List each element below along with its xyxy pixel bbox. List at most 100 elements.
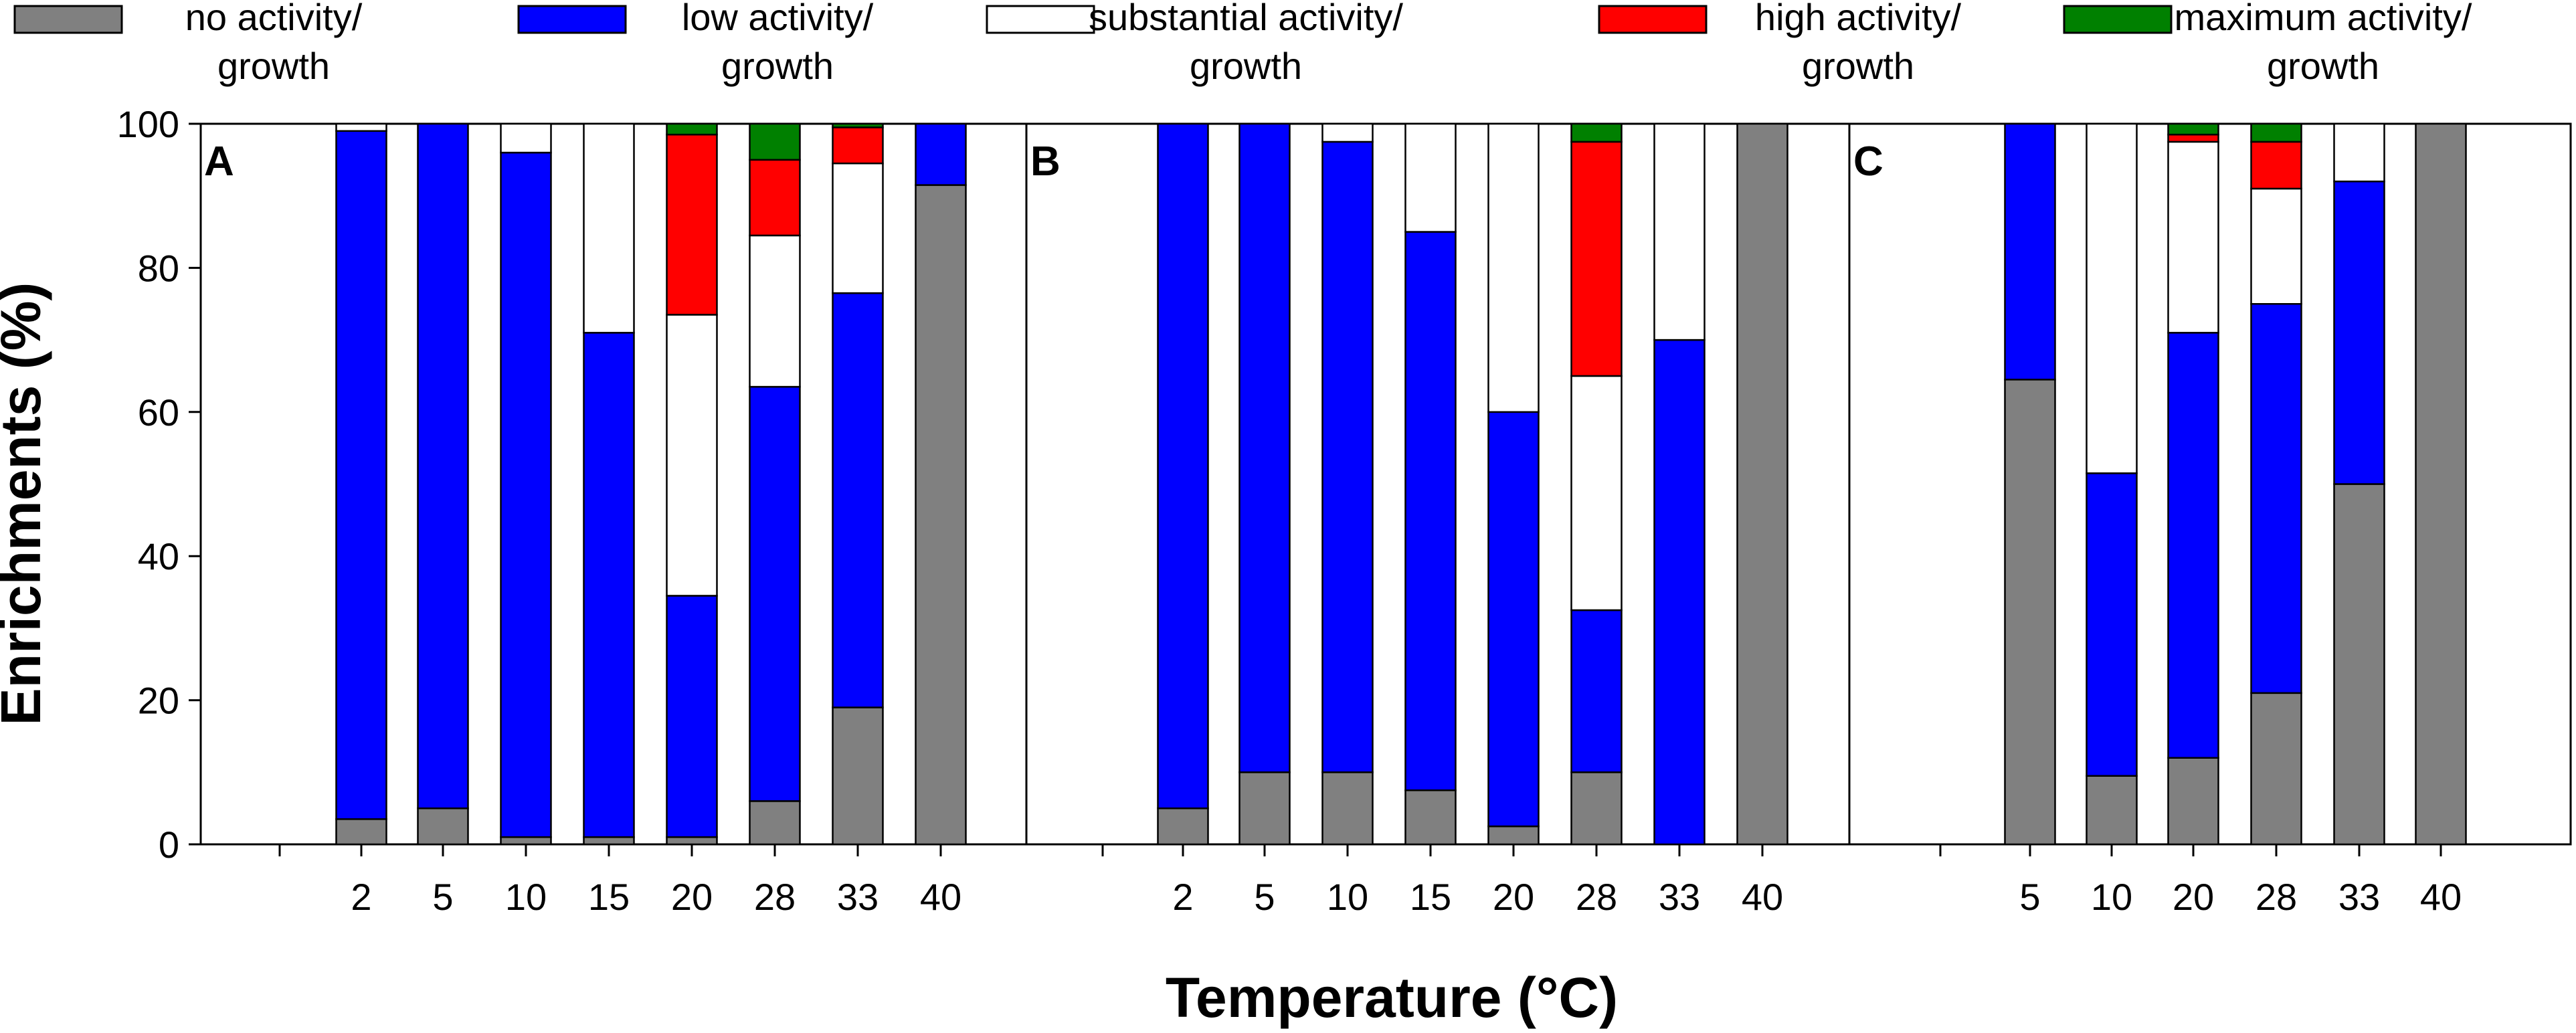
legend-item-no: no activity/growth — [13, 0, 363, 87]
bar-segment-substantial — [1570, 375, 1623, 612]
bar-segment-substantial — [666, 314, 718, 597]
legend-swatch-high — [1598, 5, 1708, 34]
bar-segment-low — [832, 292, 884, 709]
x-tick-label: 40 — [2420, 876, 2462, 918]
bar-segment-low — [1487, 411, 1540, 828]
x-tick-label: 15 — [1410, 876, 1451, 918]
bar-segment-no — [2167, 757, 2219, 846]
bar-segment-low — [2333, 180, 2385, 485]
x-tick-label: 28 — [2256, 876, 2297, 918]
legend-item-substantial: substantial activity/growth — [986, 0, 1403, 87]
bar-segment-no — [1157, 807, 1209, 846]
y-axis-title: Enrichments (%) — [0, 282, 52, 726]
bar-segment-high — [1570, 140, 1623, 377]
x-tick-label: 20 — [2173, 876, 2214, 918]
bar-segment-no — [1736, 122, 1788, 846]
bar-segment-low — [583, 332, 635, 838]
y-tick-label: 80 — [138, 247, 179, 289]
bar-segment-high — [666, 133, 718, 316]
x-tick-label: 20 — [671, 876, 713, 918]
bar-segment-no — [1238, 771, 1291, 846]
legend-swatch-substantial — [986, 5, 1095, 34]
bar-segment-substantial — [2167, 140, 2219, 334]
panel-label: C — [1853, 138, 1883, 185]
x-tick-label: 20 — [1493, 876, 1534, 918]
bar-segment-no — [1404, 789, 1457, 846]
legend-label-line2: growth — [721, 45, 834, 87]
legend-label-line1: low activity/ — [682, 0, 874, 38]
bar-segment-max — [2167, 122, 2219, 136]
legend-item-high: high activity/growth — [1598, 0, 1962, 87]
bar-segment-no — [1570, 771, 1623, 846]
legend-label-line1: substantial activity/ — [1089, 0, 1403, 38]
panel-label: A — [204, 138, 234, 185]
y-tick-label: 20 — [138, 680, 179, 722]
panel-label: B — [1030, 138, 1061, 185]
x-tick-label: 5 — [432, 876, 453, 918]
bar-segment-substantial — [2333, 122, 2385, 183]
x-axis-title: Temperature (°C) — [1166, 966, 1618, 1029]
legend-label-line2: growth — [2267, 45, 2379, 87]
bar-segment-low — [335, 130, 387, 820]
bar-segment-no — [2333, 483, 2385, 846]
bar-segment-no — [583, 836, 635, 846]
y-tick-label: 100 — [117, 103, 179, 145]
bar-segment-no — [1321, 771, 1374, 846]
bar-segment-substantial — [1487, 122, 1540, 413]
bar-segment-low — [2167, 332, 2219, 759]
bar-segment-no — [1487, 825, 1540, 846]
x-tick-label: 2 — [1172, 876, 1193, 918]
legend-label-line1: maximum activity/ — [2175, 0, 2472, 38]
panel-b: B 2 5 10 15 20 28 33 40 — [1025, 122, 1851, 918]
bar-segment-high — [2250, 140, 2302, 190]
bar-segment-substantial — [583, 122, 635, 334]
bar-segment-substantial — [2086, 122, 2138, 474]
bar-segment-no — [666, 836, 718, 846]
bar-segment-no — [832, 707, 884, 846]
bar-segment-low — [1238, 122, 1291, 773]
bar-segment-substantial — [1404, 122, 1457, 233]
bar-segment-no — [915, 184, 967, 846]
legend-swatch-no — [13, 5, 123, 34]
x-tick-label: 2 — [351, 876, 371, 918]
bar-segment-substantial — [335, 122, 387, 132]
x-tick-label: 33 — [2338, 876, 2380, 918]
bar-segment-substantial — [749, 234, 801, 388]
y-axis: 0 20 40 60 80 100 — [117, 103, 202, 866]
legend-label-line1: no activity/ — [185, 0, 363, 38]
x-tick-label: 40 — [920, 876, 961, 918]
bar-segment-low — [500, 151, 552, 838]
x-tick-label: 10 — [1327, 876, 1368, 918]
y-tick-label: 0 — [159, 824, 179, 866]
plot-area: 0 20 40 60 80 100 A 2 5 10 15 20 28 33 40 B 2 5 10 15 20 28 33… — [117, 103, 2572, 918]
bar-segment-low — [2004, 122, 2056, 381]
legend-swatch-low — [517, 5, 627, 34]
bar-segment-high — [832, 126, 884, 165]
bar-segment-high — [2167, 133, 2219, 143]
bar-segment-max — [749, 122, 801, 161]
x-tick-label: 28 — [1576, 876, 1617, 918]
bar-segment-max — [666, 122, 718, 136]
x-tick-label: 28 — [754, 876, 796, 918]
legend-item-max: maximum activity/growth — [2063, 0, 2472, 87]
bar-segment-max — [2250, 122, 2302, 143]
legend-item-low: low activity/growth — [517, 0, 874, 87]
x-tick-label: 33 — [837, 876, 879, 918]
bar-segment-no — [2086, 775, 2138, 846]
bar-segment-no — [2004, 379, 2056, 846]
legend-label-line1: high activity/ — [1755, 0, 1962, 38]
y-tick-label: 60 — [138, 391, 179, 434]
bar-segment-low — [666, 595, 718, 838]
x-tick-label: 10 — [505, 876, 547, 918]
x-tick-label: 33 — [1659, 876, 1700, 918]
bar-segment-low — [1570, 609, 1623, 773]
bar-segment-no — [2250, 692, 2302, 846]
panel-c: C 5 10 20 28 33 40 — [1848, 122, 2572, 918]
bar-segment-no — [417, 807, 469, 846]
x-tick-label: 15 — [588, 876, 630, 918]
bar-segment-substantial — [832, 162, 884, 294]
x-tick-label: 40 — [1742, 876, 1783, 918]
bar-segment-substantial — [1653, 122, 1706, 341]
